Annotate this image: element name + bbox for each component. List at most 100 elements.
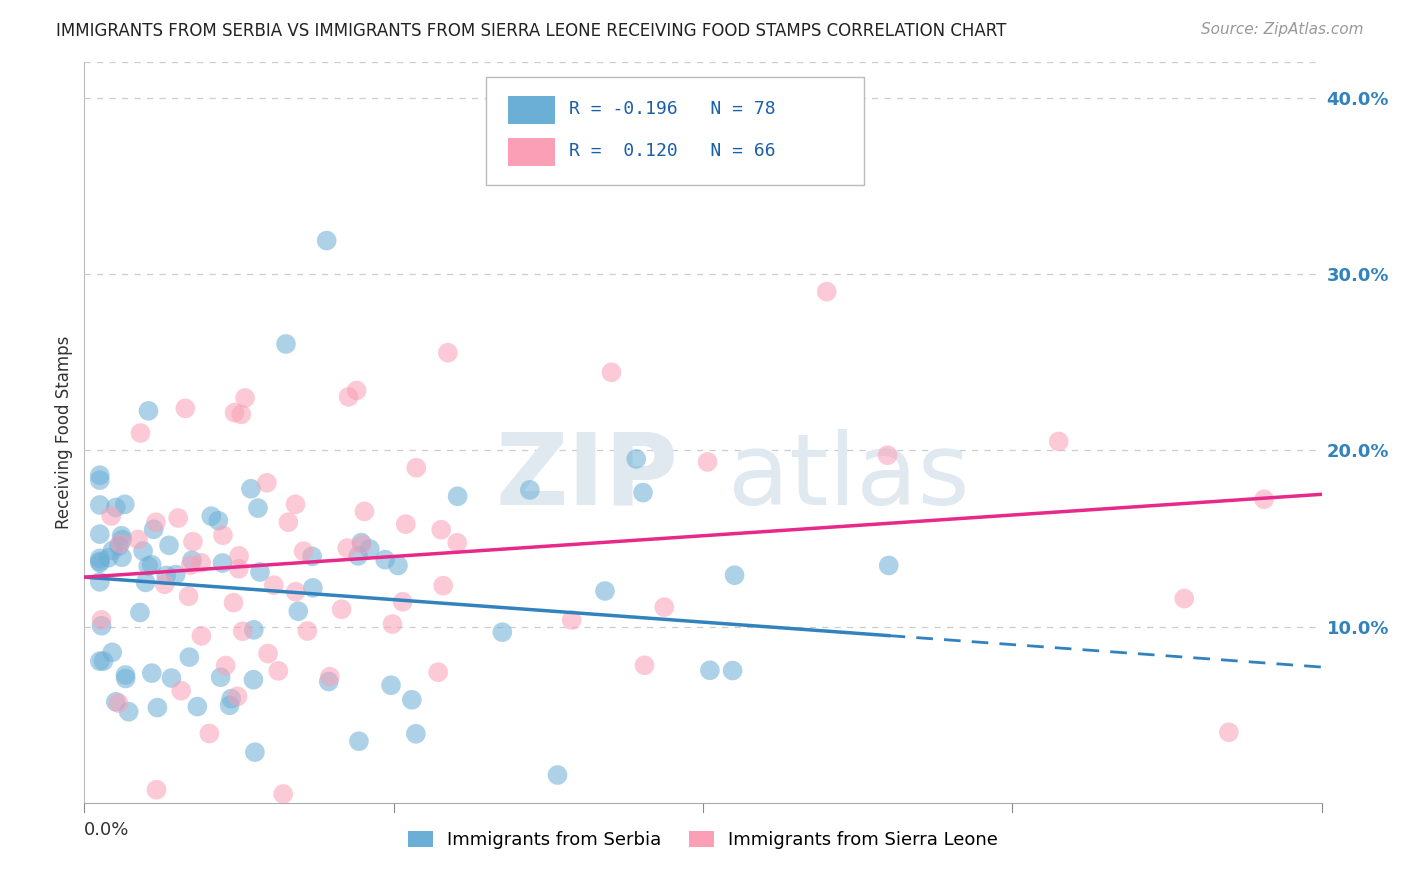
Text: IMMIGRANTS FROM SERBIA VS IMMIGRANTS FROM SIERRA LEONE RECEIVING FOOD STAMPS COR: IMMIGRANTS FROM SERBIA VS IMMIGRANTS FRO… [56, 22, 1007, 40]
Point [652, 600, 675, 615]
Point [315, 234, 337, 248]
Point [145, 516, 167, 530]
Text: R =  0.120   N = 66: R = 0.120 N = 66 [569, 143, 776, 161]
Point [174, 401, 197, 416]
Point [93, 654, 115, 668]
Point [319, 670, 342, 684]
Point [292, 544, 315, 558]
Point [108, 539, 131, 553]
Point [249, 565, 271, 579]
Point [401, 693, 423, 707]
Point [547, 768, 569, 782]
Point [222, 596, 245, 610]
Point [146, 700, 169, 714]
Point [432, 579, 454, 593]
Point [287, 604, 309, 618]
Point [405, 460, 427, 475]
Point [877, 558, 900, 573]
Point [181, 553, 204, 567]
Point [190, 556, 212, 570]
Point [155, 568, 177, 582]
Point [519, 483, 541, 497]
Point [243, 623, 266, 637]
Point [145, 782, 167, 797]
Point [165, 567, 187, 582]
Point [330, 602, 353, 616]
Point [633, 658, 655, 673]
Point [600, 365, 623, 379]
Point [274, 337, 297, 351]
Point [267, 664, 290, 678]
Point [153, 577, 176, 591]
Point [391, 595, 413, 609]
Point [89, 551, 111, 566]
Point [135, 575, 157, 590]
Point [318, 674, 340, 689]
Point [246, 501, 269, 516]
Point [346, 384, 368, 398]
Point [430, 523, 453, 537]
Point [89, 468, 111, 483]
Point [350, 537, 373, 551]
Point [374, 552, 396, 566]
Point [90, 619, 112, 633]
Point [257, 647, 280, 661]
Point [214, 658, 236, 673]
Point [138, 404, 160, 418]
Legend: Immigrants from Serbia, Immigrants from Sierra Leone: Immigrants from Serbia, Immigrants from … [401, 824, 1005, 856]
FancyBboxPatch shape [486, 78, 863, 185]
Point [136, 559, 159, 574]
Point [699, 663, 721, 677]
Point [815, 285, 838, 299]
Y-axis label: Receiving Food Stamps: Receiving Food Stamps [55, 336, 73, 529]
Point [284, 497, 307, 511]
Point [200, 509, 222, 524]
Point [446, 535, 468, 549]
Text: ZIP: ZIP [495, 428, 678, 525]
Point [108, 536, 131, 550]
Point [301, 549, 323, 564]
Point [350, 535, 373, 549]
Point [167, 511, 190, 525]
Point [302, 581, 325, 595]
Point [170, 683, 193, 698]
Point [101, 543, 124, 558]
Point [263, 578, 285, 592]
Point [114, 672, 136, 686]
Point [118, 705, 141, 719]
Point [347, 734, 370, 748]
Point [89, 654, 111, 668]
FancyBboxPatch shape [508, 138, 554, 166]
Point [380, 678, 402, 692]
Point [104, 500, 127, 515]
Point [228, 549, 250, 563]
Point [359, 541, 381, 556]
Point [129, 425, 152, 440]
Point [626, 451, 648, 466]
Point [395, 517, 418, 532]
Point [219, 691, 242, 706]
Point [387, 558, 409, 573]
Point [1218, 725, 1240, 739]
Point [209, 670, 232, 684]
FancyBboxPatch shape [508, 95, 554, 124]
Point [347, 549, 370, 563]
Point [231, 407, 253, 421]
Point [160, 671, 183, 685]
Point [437, 345, 460, 359]
Point [277, 515, 299, 529]
Point [239, 482, 262, 496]
Point [696, 455, 718, 469]
Point [141, 666, 163, 681]
Point [337, 390, 360, 404]
Point [107, 696, 129, 710]
Point [233, 391, 256, 405]
Point [114, 668, 136, 682]
Point [89, 473, 111, 487]
Point [111, 550, 134, 565]
Point [723, 568, 745, 582]
Point [226, 690, 249, 704]
Point [491, 625, 513, 640]
Point [141, 558, 163, 572]
Point [198, 726, 221, 740]
